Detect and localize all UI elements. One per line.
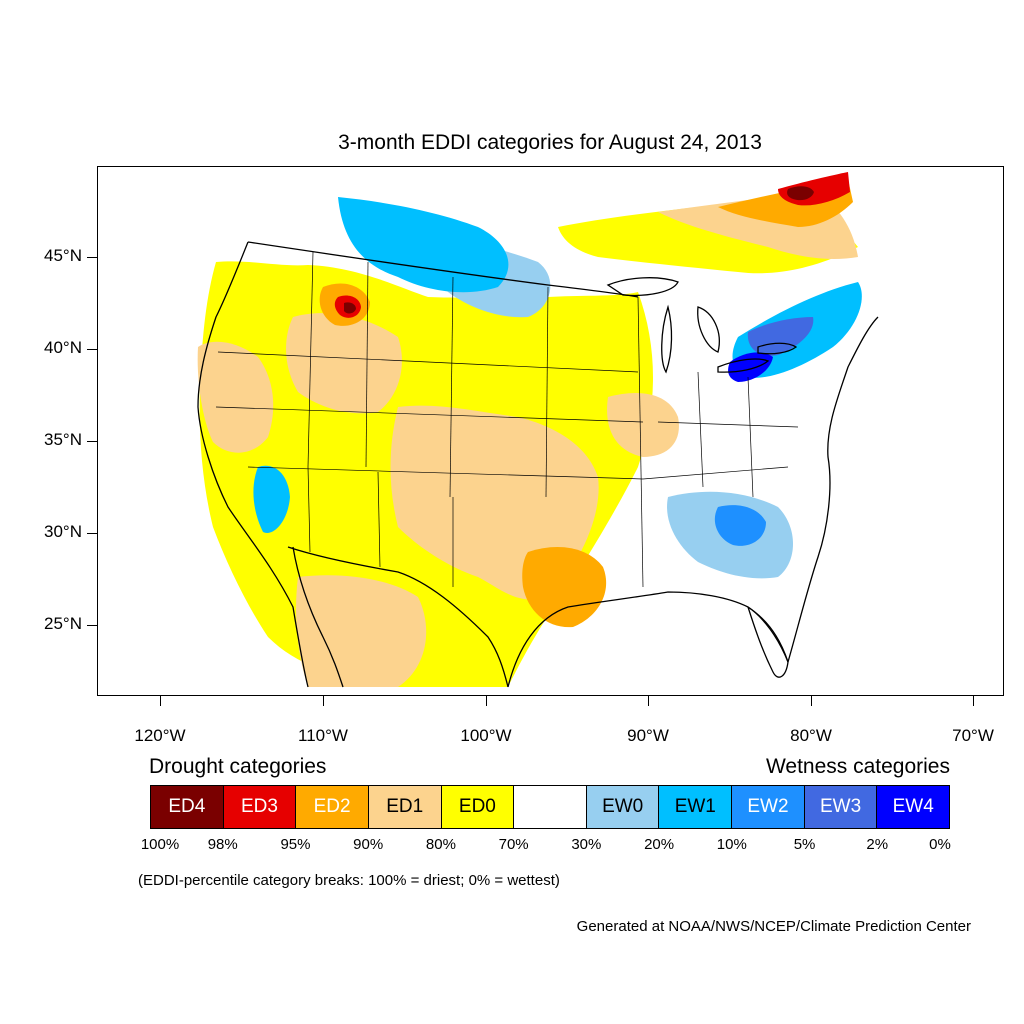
region-ew3-lakes (747, 317, 814, 356)
mexico-border (287, 546, 509, 688)
percentile-label: 98% (207, 836, 238, 853)
legend-swatch: ED0 (441, 786, 515, 828)
percentile-label: 0% (929, 836, 951, 853)
lake-ontario (757, 342, 798, 355)
lon-tick (973, 696, 974, 706)
lat-tick (87, 257, 97, 258)
lon-label: 70°W (952, 726, 994, 745)
lon-tick (486, 696, 487, 706)
category-note: (EDDI-percentile category breaks: 100% =… (138, 872, 560, 889)
lake-superior (606, 277, 679, 297)
lat-label: 45°N (44, 246, 82, 265)
legend-swatch: EW3 (804, 786, 878, 828)
category-regions (197, 172, 862, 687)
florida (747, 606, 789, 678)
lon-tick (811, 696, 812, 706)
credit-line: Generated at NOAA/NWS/NCEP/Climate Predi… (576, 918, 971, 935)
lat-tick (87, 533, 97, 534)
lake-huron (697, 306, 720, 353)
region-ed2-gulf (522, 547, 607, 628)
percentile-label: 5% (793, 836, 816, 853)
region-ed1-mexico (296, 575, 427, 687)
drought-heading: Drought categories (149, 755, 327, 778)
lat-tick (87, 349, 97, 350)
percentile-label: 10% (716, 836, 747, 853)
lake-michigan (661, 304, 673, 374)
legend-swatch: ED4 (151, 786, 224, 828)
state-lines (215, 251, 799, 588)
percentile-label: 20% (644, 836, 675, 853)
lon-label: 110°W (298, 726, 348, 745)
lake-erie (717, 358, 770, 373)
legend-swatch: ED1 (368, 786, 442, 828)
legend-swatch: ED3 (223, 786, 297, 828)
map-title: 3-month EDDI categories for August 24, 2… (338, 131, 762, 154)
lat-label: 40°N (44, 338, 82, 357)
percentile-label: 2% (866, 836, 889, 853)
eddi-map (97, 166, 1004, 696)
region-ed4-ontario (787, 186, 814, 201)
lat-label: 25°N (44, 614, 82, 633)
category-legend: ED4 ED3 ED2 ED1 ED0 EW0 EW1 EW2 EW3 EW4 (150, 785, 950, 829)
pacific-coastline (197, 241, 309, 688)
region-ew2-southeast (714, 505, 766, 546)
region-ed4-montana (344, 302, 356, 314)
lat-tick (87, 441, 97, 442)
lat-tick (87, 625, 97, 626)
percentile-label: 70% (498, 836, 529, 853)
lon-label: 90°W (627, 726, 669, 745)
lat-label: 35°N (44, 430, 82, 449)
region-ew1-north (338, 197, 509, 293)
eddi-map-canvas (197, 172, 879, 688)
region-ed1-midwest (607, 393, 679, 457)
region-ed1-west (197, 341, 274, 453)
percentile-label: 95% (280, 836, 311, 853)
percentile-label: 90% (353, 836, 384, 853)
atlantic-coastline (787, 316, 879, 663)
wetness-heading: Wetness categories (765, 755, 950, 778)
percentile-label: 100% (140, 836, 180, 853)
legend-swatch: EW1 (659, 786, 733, 828)
lon-label: 120°W (134, 726, 186, 745)
lon-tick (160, 696, 161, 706)
boundaries (197, 241, 879, 688)
lon-label: 100°W (460, 726, 512, 745)
legend-swatch: EW0 (586, 786, 660, 828)
lon-label: 80°W (790, 726, 832, 745)
canada-border (247, 241, 639, 298)
lon-tick (648, 696, 649, 706)
legend-swatch: EW2 (732, 786, 805, 828)
legend-swatch: ED2 (296, 786, 369, 828)
region-ew1-arizona (253, 465, 290, 533)
legend-swatch: EW4 (877, 786, 950, 828)
lat-label: 30°N (44, 522, 82, 541)
percentile-label: 80% (425, 836, 456, 853)
legend-swatch (514, 786, 587, 828)
baja (292, 546, 344, 688)
percentile-label: 30% (571, 836, 602, 853)
lon-tick (323, 696, 324, 706)
region-ed1-wyoming (286, 313, 402, 414)
